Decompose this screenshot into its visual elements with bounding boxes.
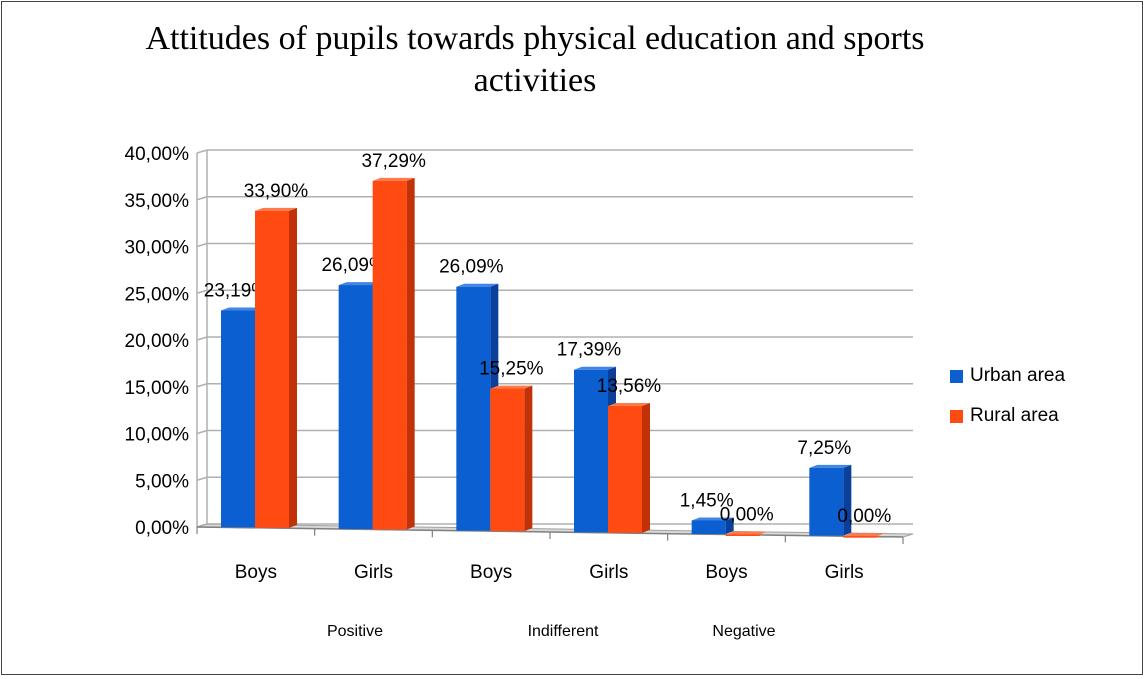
- legend-item-urban: Urban area: [950, 363, 1065, 389]
- y-tick-label: 40,00%: [125, 144, 190, 165]
- data-label-urban: 17,39%: [557, 340, 622, 361]
- chart-title: Attitudes of pupils towards physical edu…: [145, 20, 925, 99]
- bar-urban: [809, 464, 852, 536]
- data-label-urban: 23,19%: [204, 281, 269, 302]
- data-label-urban: 26,09%: [439, 257, 504, 278]
- gridline: [196, 336, 913, 341]
- y-tick-label: 25,00%: [125, 284, 190, 305]
- bar-rural: [843, 533, 886, 538]
- data-label-rural: 0,00%: [720, 504, 774, 525]
- legend-swatch-urban: [950, 369, 963, 383]
- bar-rural: [490, 385, 533, 532]
- legend-item-rural: Rural area: [950, 403, 1065, 429]
- gridline: [196, 149, 913, 154]
- y-tick-label: 0,00%: [135, 518, 189, 539]
- legend-swatch-rural: [950, 409, 963, 423]
- bar-urban: [456, 283, 499, 531]
- bar-rural: [372, 177, 415, 530]
- legend-label-rural: Rural area: [970, 405, 1059, 426]
- y-tick-label: 5,00%: [135, 471, 189, 492]
- data-label-urban: 1,45%: [680, 490, 734, 511]
- x-group-label: Negative: [712, 623, 775, 640]
- x-group-label: Indifferent: [528, 623, 599, 640]
- bar-rural: [608, 403, 650, 533]
- bar-rural: [725, 531, 768, 536]
- gridline: [196, 383, 913, 388]
- gridline: [196, 242, 913, 248]
- data-label-urban: 26,09%: [321, 255, 386, 276]
- x-category-label: Boys: [235, 562, 277, 583]
- bar-rural: [255, 207, 297, 528]
- data-label-rural: 0,00%: [837, 506, 891, 527]
- gridline: [196, 429, 913, 435]
- data-label-rural: 33,90%: [244, 181, 309, 202]
- gridline: [196, 476, 913, 481]
- y-tick-label: 20,00%: [125, 331, 190, 352]
- y-tick-label: 10,00%: [125, 425, 190, 446]
- gridline: [196, 289, 913, 294]
- y-tick-label: 30,00%: [125, 238, 190, 259]
- x-category-label: Girls: [825, 562, 864, 583]
- x-category-label: Girls: [589, 562, 628, 583]
- data-label-urban: 7,25%: [797, 438, 851, 459]
- bar-urban: [691, 517, 734, 535]
- data-label-rural: 13,56%: [597, 376, 662, 397]
- legend: Urban area Rural area: [950, 363, 1065, 443]
- data-label-rural: 15,25%: [479, 359, 544, 380]
- data-label-rural: 37,29%: [361, 151, 426, 172]
- legend-label-urban: Urban area: [970, 365, 1066, 386]
- x-category-label: Girls: [354, 562, 393, 583]
- x-category-label: Boys: [470, 562, 512, 583]
- y-tick-label: 35,00%: [125, 191, 190, 212]
- y-tick-label: 15,00%: [125, 378, 190, 399]
- x-category-label: Boys: [705, 562, 747, 583]
- x-group-label: Positive: [327, 623, 383, 640]
